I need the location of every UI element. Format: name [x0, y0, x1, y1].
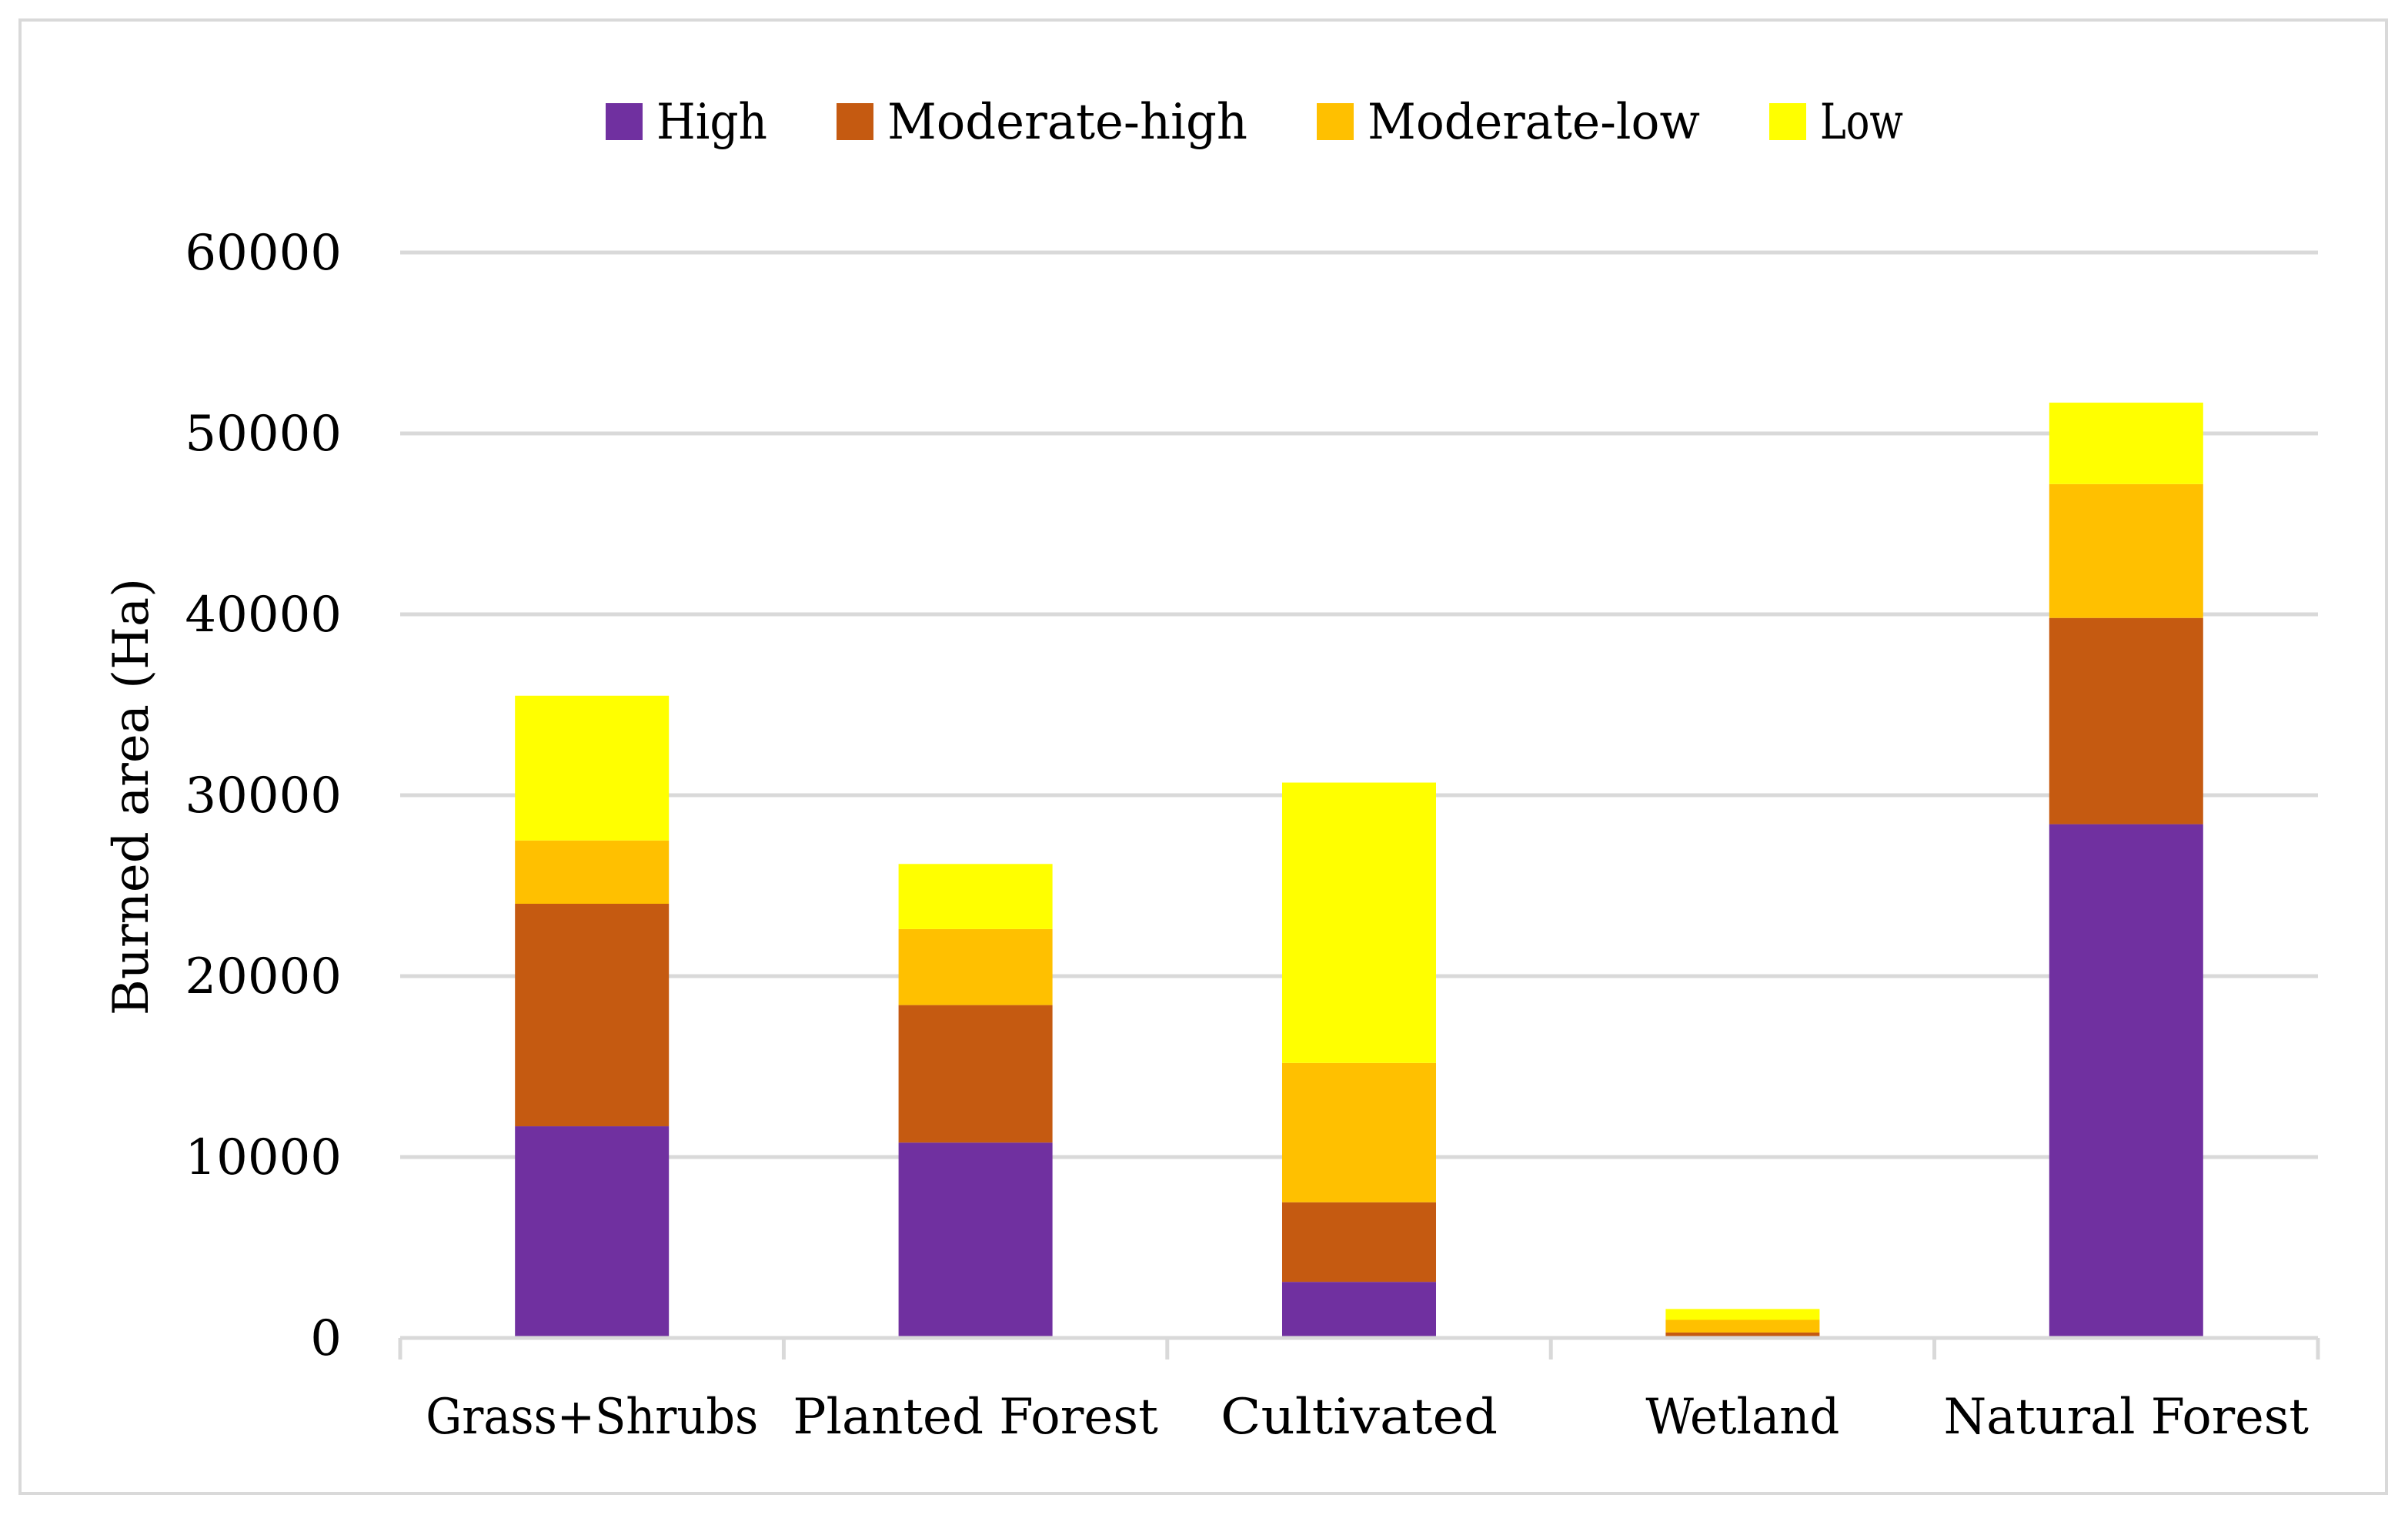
legend-swatch [606, 103, 643, 140]
bar-segment-moderate-low [1665, 1319, 1820, 1333]
y-tick-label: 40000 [185, 587, 342, 644]
y-axis-title: Burned area (Ha) [103, 578, 160, 1015]
bar-segment-moderate-low [515, 840, 670, 904]
legend-label: Moderate-high [887, 94, 1247, 151]
legend-label: Moderate-low [1368, 94, 1700, 151]
bar-segment-moderate-high [898, 1005, 1053, 1143]
legend-swatch [1317, 103, 1354, 140]
bar-segment-low [898, 864, 1053, 929]
y-tick-label: 60000 [185, 225, 342, 282]
bar-segment-moderate-low [2049, 483, 2203, 618]
legend-label: Low [1820, 94, 1903, 151]
legend-item: Moderate-high [837, 94, 1247, 151]
bar-segment-low [1282, 782, 1436, 1063]
chart-frame [18, 18, 2388, 1495]
bar-segment-moderate-low [1282, 1062, 1436, 1202]
bar-segment-low [2049, 403, 2203, 484]
bar-segment-high [2049, 824, 2203, 1338]
legend-item: Low [1769, 94, 1903, 151]
bars [515, 403, 2203, 1338]
legend: High Moderate-high Moderate-low Low [606, 94, 1903, 151]
bar-segment-moderate-high [2049, 617, 2203, 824]
legend-item: High [606, 94, 767, 151]
x-axis-category-labels: Grass+Shrubs Planted Forest Cultivated Wetl… [426, 1389, 2309, 1446]
bar-segment-low [1665, 1309, 1820, 1320]
y-axis-tick-labels: 0 10000 20000 30000 40000 50000 60000 [185, 225, 342, 1367]
x-category-label: Natural Forest [1944, 1389, 2309, 1446]
bar-segment-low [515, 695, 670, 841]
x-category-label: Grass+Shrubs [426, 1389, 758, 1446]
legend-label: High [656, 94, 767, 151]
bar-segment-high [515, 1126, 670, 1338]
bar-segment-moderate-low [898, 928, 1053, 1005]
y-tick-label: 10000 [185, 1129, 342, 1186]
legend-swatch [837, 103, 873, 140]
bar-segment-moderate-high [1282, 1202, 1436, 1283]
y-tick-label: 0 [310, 1310, 342, 1367]
bar-segment-moderate-high [515, 904, 670, 1127]
bar-segment-high [898, 1142, 1053, 1338]
bar-segment-high [1282, 1282, 1436, 1338]
legend-item: Moderate-low [1317, 94, 1700, 151]
x-axis [398, 1336, 2320, 1359]
gridlines [400, 250, 2318, 1159]
y-tick-label: 30000 [185, 768, 342, 824]
x-category-label: Cultivated [1221, 1389, 1498, 1446]
x-category-label: Wetland [1645, 1389, 1839, 1446]
y-tick-label: 50000 [185, 406, 342, 463]
bar-segment-moderate-high [1665, 1332, 1820, 1336]
y-tick-label: 20000 [185, 948, 342, 1005]
x-category-label: Planted Forest [793, 1389, 1158, 1446]
legend-swatch [1769, 103, 1806, 140]
